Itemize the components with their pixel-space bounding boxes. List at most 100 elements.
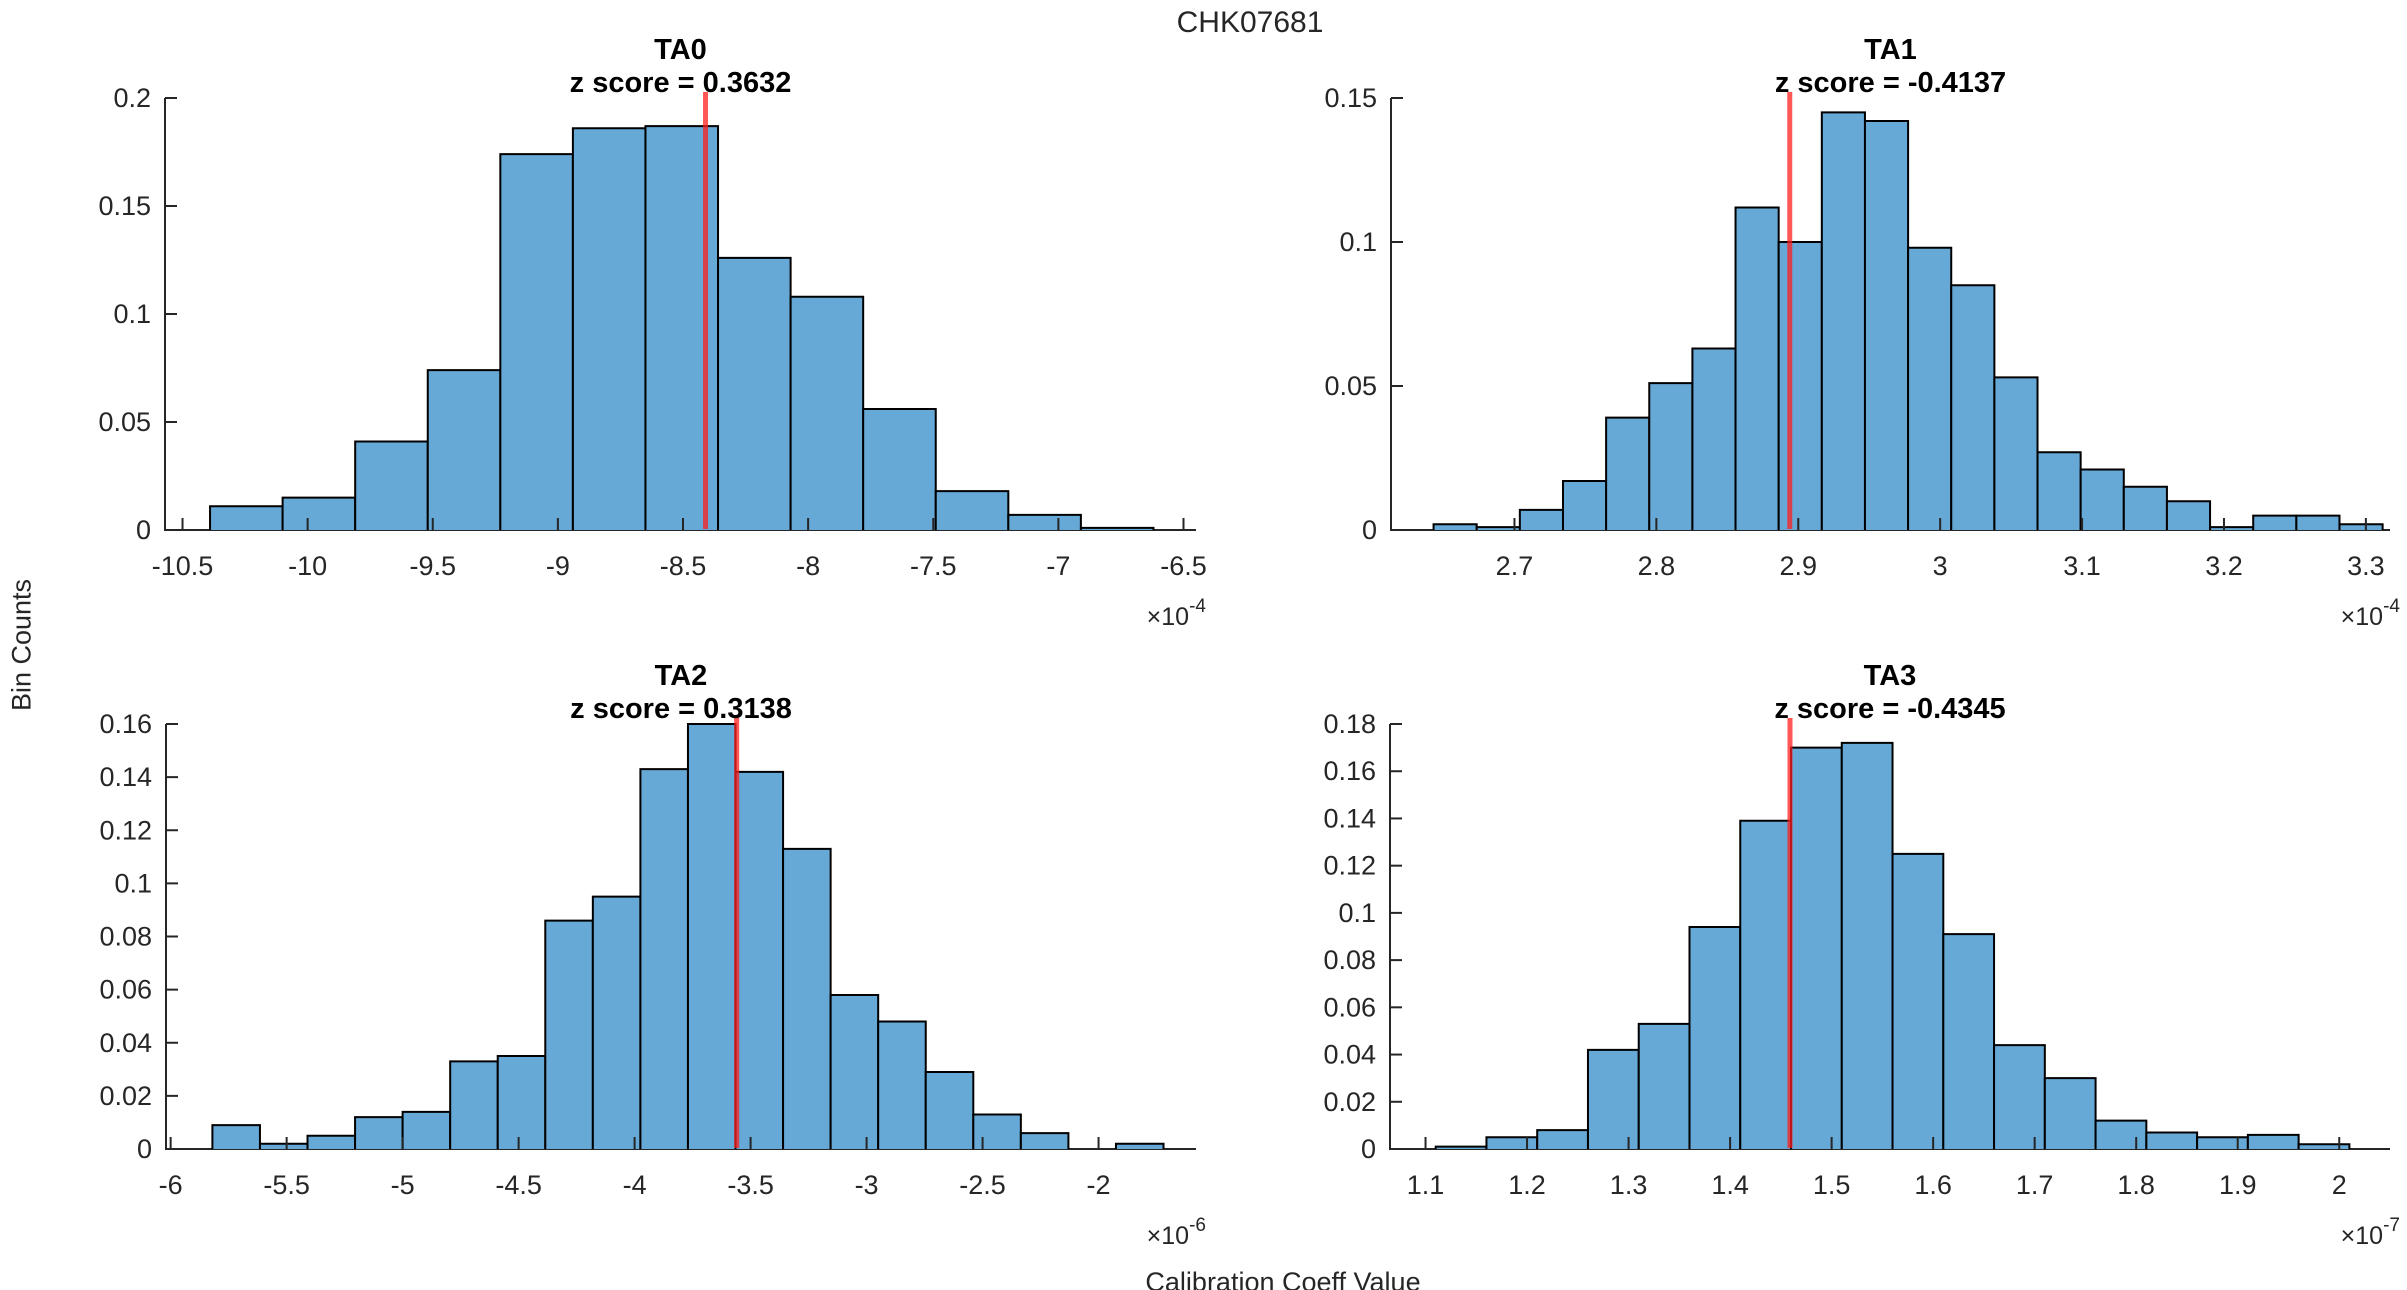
- histogram-bar: [640, 769, 688, 1149]
- histogram-bar: [1020, 1133, 1069, 1149]
- histogram-bar: [500, 154, 573, 530]
- y-tick-label: 0.06: [1323, 992, 1376, 1022]
- histogram-bar: [1689, 927, 1741, 1149]
- histogram-bar: [735, 771, 784, 1149]
- histogram-bar: [592, 896, 641, 1149]
- histogram-bar: [2037, 452, 2081, 530]
- subplot-TA3: 0 0.02 0.04 0.06 0.08 0.1 0.12 0.14 0.16 0.18 1.1 1…: [1323, 709, 2400, 1250]
- x-tick-label: 1.9: [2219, 1170, 2257, 1200]
- x-tick-label: -6.5: [1160, 551, 1207, 581]
- x-tick-label: -7.5: [910, 551, 957, 581]
- y-tick-label: 0: [1361, 1134, 1376, 1164]
- histogram-bar: [2339, 524, 2383, 530]
- histogram-bar: [2298, 1144, 2350, 1149]
- histogram-bar-edge: [972, 1113, 1022, 1149]
- histogram-bar: [572, 128, 646, 531]
- y-tick-label: 0.12: [1323, 851, 1376, 881]
- histogram-bar: [1638, 1023, 1690, 1149]
- histogram-bar: [2044, 1078, 2096, 1149]
- histogram-bar-edge: [2295, 514, 2341, 530]
- histogram-bar-edge: [924, 1070, 975, 1149]
- x-tick-label: 3: [1933, 551, 1948, 581]
- y-tick-label: 0: [137, 1134, 152, 1164]
- subplot-TA0: 0 0.05 0.1 0.15 0.2 -10.5 -10 -9.5 -9 -8.5 -8 -7.5 -…: [98, 83, 1206, 631]
- subplot-TA1: 0 0.05 0.1 0.15 2.7 2.8 2.9 3 3.1 3.2 3.3 ×10-4: [1324, 83, 2400, 631]
- x-tick-label: -2.5: [959, 1170, 1006, 1200]
- histogram-bar-edge: [1019, 1132, 1070, 1149]
- histogram-bar: [545, 920, 593, 1149]
- x-tick-label: 1.4: [1711, 1170, 1749, 1200]
- histogram-bar: [1562, 481, 1607, 530]
- x-tick-label: 3.2: [2205, 551, 2243, 581]
- x-tick-label: 3.3: [2347, 551, 2385, 581]
- histogram-bar: [1841, 742, 1893, 1149]
- x-tick-label: 2.8: [1638, 551, 1676, 581]
- histogram-bar: [878, 1021, 926, 1149]
- histogram-bar: [783, 848, 831, 1149]
- histogram-bar: [2123, 486, 2167, 530]
- histogram-bar: [1080, 527, 1154, 530]
- y-tick-label: 0: [136, 515, 151, 545]
- histogram-bar: [718, 257, 791, 530]
- x-tick-label: -10.5: [152, 551, 214, 581]
- histogram-bar-edge: [1007, 513, 1082, 530]
- histogram-bar: [1908, 247, 1952, 530]
- y-tick-label: 0.04: [99, 1028, 152, 1058]
- x-tick-label: 1.8: [2117, 1170, 2155, 1200]
- histogram-bar-edge: [2338, 523, 2384, 530]
- histogram-bar-edge: [1942, 933, 1996, 1149]
- x-tick-label: -3: [855, 1170, 879, 1200]
- y-tick-label: 0.1: [113, 299, 151, 329]
- x-tick-label: 1.6: [1914, 1170, 1952, 1200]
- x-tick-label: -2: [1087, 1170, 1111, 1200]
- histogram-bar-edge: [211, 1124, 261, 1149]
- histogram-bar: [1433, 524, 1477, 530]
- histogram-bar: [450, 1061, 498, 1149]
- histogram-bar: [355, 1117, 403, 1149]
- histogram-bar: [1864, 121, 1909, 530]
- y-tick-label: 0.08: [99, 922, 152, 952]
- x-tick-label: 1.3: [1610, 1170, 1648, 1200]
- histogram-bar: [1994, 1045, 2045, 1149]
- histogram-bar: [2146, 1132, 2198, 1149]
- y-tick-label: 0.16: [99, 709, 152, 739]
- histogram-bar: [1476, 527, 1520, 530]
- histogram-bar-edge: [1114, 1142, 1165, 1149]
- x-axis-exponent-label: ×10-6: [1147, 1215, 1206, 1250]
- x-tick-label: -8.5: [660, 551, 707, 581]
- histogram-bar: [1519, 509, 1563, 530]
- histogram-bar: [1649, 383, 1693, 530]
- histogram-bar: [1892, 853, 1944, 1149]
- x-axis-exponent-label: ×10-4: [1147, 596, 1207, 631]
- y-tick-label: 0.16: [1323, 756, 1376, 786]
- x-axis-exponent-label: ×10-4: [2341, 596, 2401, 631]
- histogram-bar: [1435, 1146, 1487, 1149]
- y-tick-label: 0.04: [1323, 1040, 1376, 1070]
- histogram-bar: [1951, 285, 1995, 530]
- histogram-bar-edge: [2297, 1143, 2351, 1149]
- histogram-bar: [259, 1143, 308, 1149]
- histogram-bar: [427, 370, 501, 530]
- x-tick-label: 1.2: [1508, 1170, 1546, 1200]
- histogram-bar: [1778, 242, 1822, 530]
- histogram-bar: [355, 441, 428, 530]
- y-tick-label: 0.1: [1339, 227, 1377, 257]
- histogram-bar: [687, 724, 736, 1149]
- y-tick-label: 0.12: [99, 815, 152, 845]
- histogram-bar: [1740, 820, 1792, 1149]
- y-tick-label: 0.18: [1323, 709, 1376, 739]
- histogram-bar-edge: [1079, 526, 1155, 530]
- x-tick-label: 2.7: [1496, 551, 1534, 581]
- x-tick-label: -9.5: [409, 551, 456, 581]
- x-tick-label: 2.9: [1779, 551, 1817, 581]
- histogram-bar: [1587, 1049, 1639, 1149]
- x-tick-label: -9: [546, 551, 570, 581]
- histogram-bar: [2095, 1120, 2147, 1149]
- histogram-bar: [973, 1114, 1021, 1149]
- histogram-bar: [2166, 501, 2211, 530]
- y-tick-label: 0.06: [99, 975, 152, 1005]
- histogram-bar: [2080, 469, 2124, 530]
- histogram-bar: [2210, 527, 2254, 530]
- histogram-bar: [935, 491, 1009, 530]
